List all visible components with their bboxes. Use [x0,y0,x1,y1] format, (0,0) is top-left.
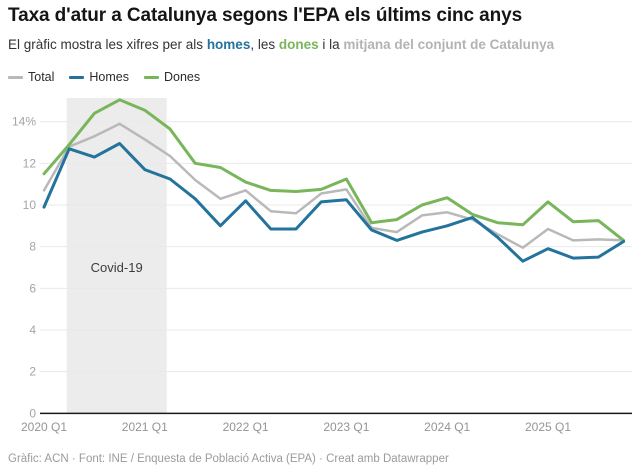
total-line-swatch [8,75,23,79]
x-axis-label-2020-Q1: 2020 Q1 [21,420,67,434]
legend-item-homes: Homes [69,70,129,84]
y-axis-label-6: 6 [29,281,36,295]
covid-band [66,98,167,414]
legend-label-total: Total [28,70,55,84]
y-axis-label-14: 14% [12,115,36,129]
series-line-homes [42,142,626,263]
legend-label-homes: Homes [89,70,129,84]
x-axis-label-2025-Q1: 2025 Q1 [525,420,571,434]
homes-line-swatch [69,75,85,79]
y-axis-label-2: 2 [29,365,36,379]
chart-header: Taxa d'atur a Catalunya segons l'EPA els… [8,4,632,53]
covid-annotation-label: Covid-19 [91,260,143,275]
series-line-dones [42,98,626,242]
series-line-total [42,122,625,249]
chart-legend: Total Homes Dones [8,70,200,84]
source-attribution: Gràfic: ACN · Font: INE / Enquesta de Po… [8,453,449,465]
y-axis-label-10: 10 [23,198,37,212]
y-axis-label-12: 12 [23,156,37,170]
y-axis-label-0: 0 [29,406,36,420]
page-title: Taxa d'atur a Catalunya segons l'EPA els… [8,5,523,26]
chart-subtitle: El gràfic mostra les xifres per als home… [8,36,632,54]
subtitle-mitjana-highlight: mitjana del conjunt de Catalunya [343,36,555,52]
x-axis-label-2021-Q1: 2021 Q1 [122,420,168,434]
subtitle-text: i la [318,36,344,52]
subtitle-text: El gràfic mostra les xifres per als [8,36,207,52]
x-axis-label-2022-Q1: 2022 Q1 [223,420,269,434]
x-axis-label-2023-Q1: 2023 Q1 [323,420,369,434]
y-axis-label-8: 8 [29,240,36,254]
y-axis-label-4: 4 [29,323,36,337]
legend-item-dones: Dones [144,70,200,84]
subtitle-homes-highlight: homes [206,36,251,52]
legend-item-total: Total [8,70,54,84]
subtitle-dones-highlight: dones [278,36,319,52]
dones-line-swatch [144,75,159,79]
x-axis-label-2024-Q1: 2024 Q1 [424,420,470,434]
subtitle-text: , les [250,36,279,52]
legend-label-dones: Dones [164,70,201,84]
